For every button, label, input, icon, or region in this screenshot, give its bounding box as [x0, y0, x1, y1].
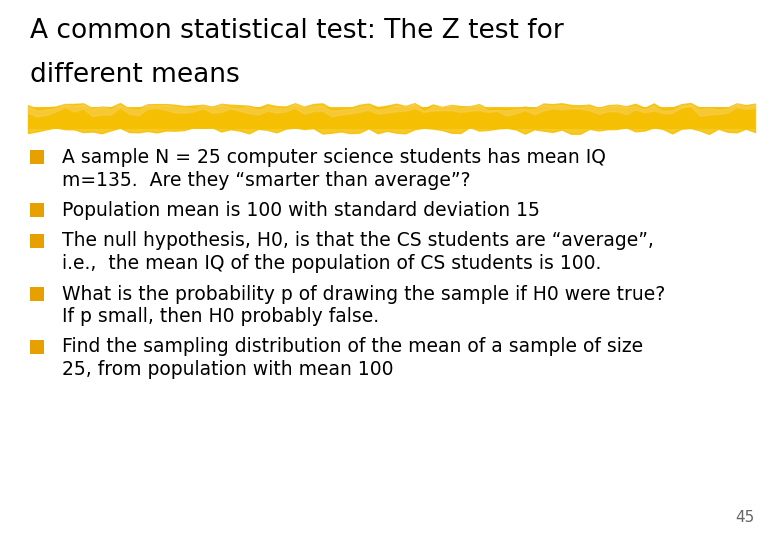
- Bar: [28, 107, 755, 129]
- Text: What is the probability p of drawing the sample if H0 were true?: What is the probability p of drawing the…: [62, 285, 665, 303]
- Text: 45: 45: [736, 510, 755, 525]
- Text: different means: different means: [30, 62, 239, 88]
- Text: If p small, then H0 probably false.: If p small, then H0 probably false.: [62, 307, 379, 326]
- Text: Population mean is 100 with standard deviation 15: Population mean is 100 with standard dev…: [62, 201, 540, 220]
- Bar: [30, 203, 44, 217]
- Text: 25, from population with mean 100: 25, from population with mean 100: [62, 360, 393, 379]
- Text: The null hypothesis, H0, is that the CS students are “average”,: The null hypothesis, H0, is that the CS …: [62, 232, 654, 251]
- Bar: [30, 233, 44, 247]
- Bar: [30, 150, 44, 164]
- Text: i.e.,  the mean IQ of the population of CS students is 100.: i.e., the mean IQ of the population of C…: [62, 254, 601, 273]
- Text: m=135.  Are they “smarter than average”?: m=135. Are they “smarter than average”?: [62, 171, 470, 190]
- Text: A common statistical test: The Z test for: A common statistical test: The Z test fo…: [30, 18, 564, 44]
- Text: Find the sampling distribution of the mean of a sample of size: Find the sampling distribution of the me…: [62, 338, 644, 356]
- Bar: [30, 287, 44, 300]
- Text: A sample N = 25 computer science students has mean IQ: A sample N = 25 computer science student…: [62, 148, 606, 167]
- Bar: [30, 340, 44, 354]
